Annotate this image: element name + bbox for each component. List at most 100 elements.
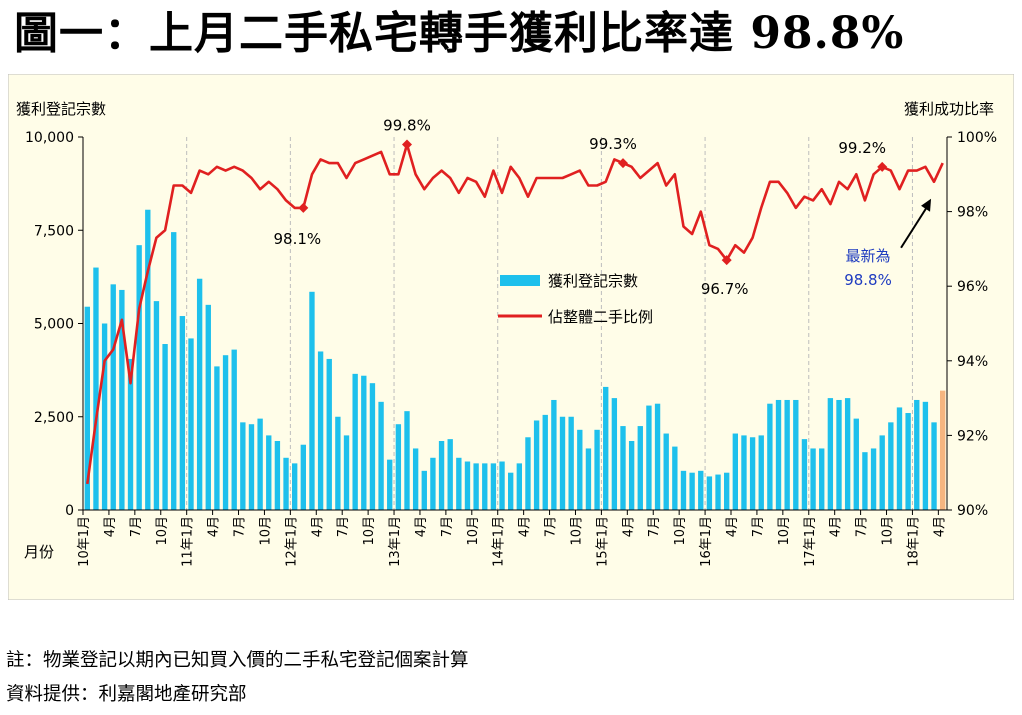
bar <box>577 429 583 510</box>
bar <box>922 401 929 510</box>
right-tick-label: 94% <box>957 354 988 370</box>
left-tick-label: 2,500 <box>34 410 74 426</box>
bar <box>404 411 410 510</box>
peak-marker <box>298 202 309 213</box>
x-tick-label: 4月 <box>518 516 533 537</box>
bar <box>628 440 635 510</box>
bar <box>758 435 764 510</box>
value-annotation: 99.3% <box>589 135 637 153</box>
latest-callout-arrowhead <box>921 198 932 212</box>
bar <box>300 444 306 510</box>
bar <box>680 470 687 510</box>
bar <box>179 316 186 510</box>
bar <box>568 416 574 510</box>
left-tick-label: 7,500 <box>34 223 74 239</box>
bar <box>940 390 946 510</box>
bar <box>905 413 911 510</box>
axes <box>78 136 952 515</box>
bar <box>715 474 721 510</box>
bar <box>266 435 272 510</box>
bar <box>620 426 626 510</box>
chart: 0 2,500 5,000 7,500 10,000 90% 92% 94% 96% 98% 100… <box>8 74 1014 600</box>
bar <box>274 440 281 510</box>
bar <box>594 429 600 510</box>
bar <box>101 323 108 510</box>
bar <box>672 446 678 510</box>
right-tick-label: 100% <box>957 130 997 146</box>
legend-line-label: 佔整體二手比例 <box>548 308 653 326</box>
x-tick-label: 10月 <box>881 516 896 546</box>
bar <box>482 463 488 510</box>
bar <box>438 440 445 510</box>
bar <box>637 426 643 510</box>
latest-callout-value: 98.8% <box>844 271 892 289</box>
bar <box>914 399 920 510</box>
bar <box>853 418 859 510</box>
x-tick-label: 18年1月 <box>906 516 921 567</box>
x-tick-label: 7月 <box>129 516 144 537</box>
bar <box>464 461 471 510</box>
tick-labels: 0 2,500 5,000 7,500 10,000 90% 92% 94% 96% 98% 100… <box>25 130 997 567</box>
bar <box>352 373 358 510</box>
grid-lines <box>186 137 913 510</box>
x-tick-label: 10月 <box>466 516 481 546</box>
right-tick-label: 90% <box>957 503 988 519</box>
bar <box>931 422 937 510</box>
bar <box>136 245 142 511</box>
x-tick-label: 13年1月 <box>388 516 403 567</box>
bar <box>654 403 661 510</box>
bar <box>127 358 134 510</box>
annotations: 99.8% 98.1% 99.3% 96.7% 99.2% 最新為 98.8% <box>273 116 932 298</box>
bar <box>248 424 255 510</box>
peak-marker <box>618 158 628 169</box>
bar <box>317 351 324 510</box>
bar <box>499 461 505 510</box>
bar <box>421 470 427 510</box>
bar <box>335 416 341 510</box>
chart-title: 圖一：上月二手私宅轉手獲利比率達 98.8% <box>14 8 905 59</box>
bar <box>888 422 894 510</box>
bar <box>810 448 816 510</box>
bar <box>698 470 704 510</box>
right-tick-label: 92% <box>957 428 988 444</box>
bar <box>732 433 738 510</box>
x-tick-label: 10月 <box>362 516 377 546</box>
bar <box>775 399 782 510</box>
x-tick-label: 4月 <box>932 516 947 537</box>
value-annotation: 99.8% <box>383 116 431 134</box>
right-tick-label: 96% <box>957 279 988 295</box>
bar <box>292 463 298 510</box>
left-tick-label: 5,000 <box>34 317 74 333</box>
bar <box>585 448 592 510</box>
right-axis-title: 獲利成功比率 <box>904 100 994 118</box>
bar <box>214 366 220 510</box>
x-tick-label: 11年1月 <box>181 516 196 567</box>
bar <box>836 399 842 510</box>
bar <box>551 399 557 510</box>
bar <box>646 405 652 510</box>
bar <box>542 414 548 510</box>
legend-bar-label: 獲利登記宗數 <box>548 272 638 290</box>
bar <box>309 291 315 510</box>
bar <box>145 209 151 511</box>
bar <box>741 435 747 510</box>
bar <box>93 267 99 510</box>
bar <box>706 476 713 510</box>
bar <box>153 301 160 510</box>
x-tick-label: 10月 <box>777 516 792 546</box>
bar-series <box>84 209 946 511</box>
bar <box>689 472 695 510</box>
bar <box>240 422 246 510</box>
bar <box>525 437 531 510</box>
bar <box>724 472 730 510</box>
bar <box>447 439 453 510</box>
value-annotation: 96.7% <box>701 280 749 298</box>
bar <box>412 448 419 510</box>
bar <box>784 399 790 510</box>
bar <box>456 457 462 510</box>
bar <box>870 448 877 510</box>
left-tick-label: 0 <box>65 503 74 519</box>
bar <box>603 386 609 510</box>
bar <box>395 424 402 510</box>
bar <box>559 416 566 510</box>
